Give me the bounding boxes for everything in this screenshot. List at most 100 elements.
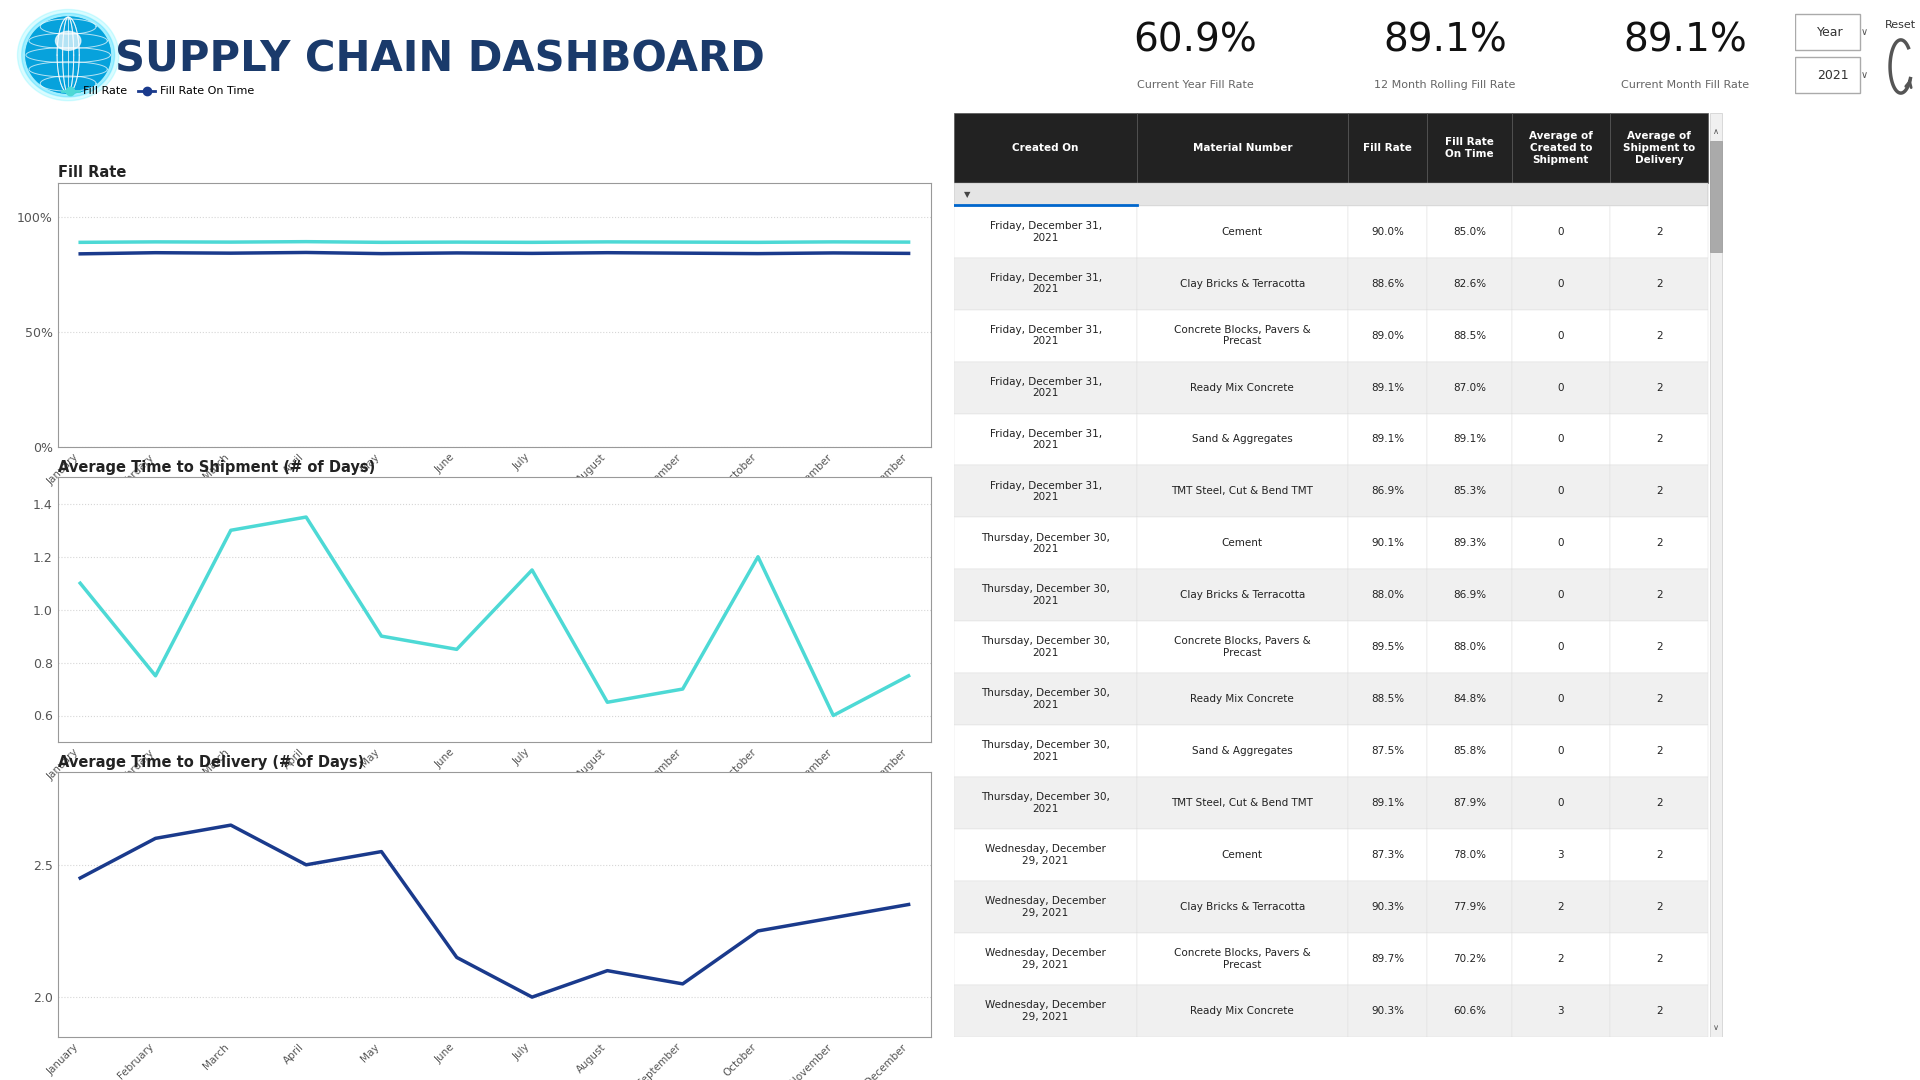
- FancyBboxPatch shape: [1795, 57, 1860, 93]
- Text: Wednesday, December
29, 2021: Wednesday, December 29, 2021: [985, 948, 1106, 970]
- Text: Year: Year: [1816, 26, 1843, 39]
- FancyBboxPatch shape: [1511, 778, 1611, 829]
- Text: Ready Mix Concrete: Ready Mix Concrete: [1190, 382, 1294, 392]
- Text: Friday, December 31,
2021: Friday, December 31, 2021: [989, 429, 1102, 450]
- Text: Concrete Blocks, Pavers &
Precast: Concrete Blocks, Pavers & Precast: [1173, 636, 1311, 658]
- FancyBboxPatch shape: [954, 113, 1137, 183]
- FancyBboxPatch shape: [1427, 205, 1511, 258]
- Text: Fill Rate: Fill Rate: [1363, 143, 1411, 153]
- Text: Friday, December 31,
2021: Friday, December 31, 2021: [989, 481, 1102, 502]
- Text: 88.0%: 88.0%: [1371, 591, 1404, 600]
- FancyBboxPatch shape: [1611, 517, 1709, 569]
- Text: Clay Bricks & Terracotta: Clay Bricks & Terracotta: [1179, 591, 1306, 600]
- Text: 89.5%: 89.5%: [1371, 643, 1404, 652]
- Text: Thursday, December 30,
2021: Thursday, December 30, 2021: [981, 532, 1110, 554]
- FancyBboxPatch shape: [1137, 465, 1348, 517]
- FancyBboxPatch shape: [1348, 778, 1427, 829]
- FancyBboxPatch shape: [1511, 725, 1611, 778]
- Text: 0: 0: [1557, 330, 1565, 340]
- Text: ▼: ▼: [964, 190, 970, 199]
- FancyBboxPatch shape: [1348, 517, 1427, 569]
- Text: Created On: Created On: [1012, 143, 1079, 153]
- FancyBboxPatch shape: [1348, 113, 1427, 183]
- Text: 88.5%: 88.5%: [1371, 694, 1404, 704]
- Text: SUPPLY CHAIN DASHBOARD: SUPPLY CHAIN DASHBOARD: [115, 39, 764, 81]
- Text: Thursday, December 30,
2021: Thursday, December 30, 2021: [981, 584, 1110, 606]
- Text: TMT Steel, Cut & Bend TMT: TMT Steel, Cut & Bend TMT: [1171, 798, 1313, 808]
- Text: Thursday, December 30,
2021: Thursday, December 30, 2021: [981, 636, 1110, 658]
- FancyBboxPatch shape: [1611, 933, 1709, 985]
- FancyBboxPatch shape: [954, 183, 1709, 205]
- FancyBboxPatch shape: [1511, 569, 1611, 621]
- FancyBboxPatch shape: [1611, 258, 1709, 310]
- FancyBboxPatch shape: [1427, 310, 1511, 362]
- FancyBboxPatch shape: [1348, 673, 1427, 725]
- Text: 89.1%: 89.1%: [1453, 434, 1486, 445]
- Text: 2: 2: [1655, 227, 1663, 237]
- Text: 85.0%: 85.0%: [1453, 227, 1486, 237]
- Text: Friday, December 31,
2021: Friday, December 31, 2021: [989, 273, 1102, 295]
- FancyBboxPatch shape: [1611, 310, 1709, 362]
- FancyBboxPatch shape: [954, 673, 1137, 725]
- Text: 3: 3: [1557, 1005, 1565, 1016]
- Text: Fill Rate
On Time: Fill Rate On Time: [1446, 137, 1494, 159]
- FancyBboxPatch shape: [1427, 258, 1511, 310]
- FancyBboxPatch shape: [1348, 310, 1427, 362]
- Text: 89.1%: 89.1%: [1371, 434, 1404, 445]
- FancyBboxPatch shape: [954, 778, 1137, 829]
- FancyBboxPatch shape: [1511, 414, 1611, 465]
- Text: Friday, December 31,
2021: Friday, December 31, 2021: [989, 377, 1102, 399]
- Text: 78.0%: 78.0%: [1453, 850, 1486, 860]
- Text: 70.2%: 70.2%: [1453, 954, 1486, 963]
- Polygon shape: [56, 31, 81, 51]
- FancyBboxPatch shape: [1137, 258, 1348, 310]
- FancyBboxPatch shape: [954, 933, 1137, 985]
- FancyBboxPatch shape: [1611, 414, 1709, 465]
- Text: Thursday, December 30,
2021: Thursday, December 30, 2021: [981, 688, 1110, 710]
- Text: Sand & Aggregates: Sand & Aggregates: [1192, 746, 1292, 756]
- FancyBboxPatch shape: [1511, 621, 1611, 673]
- FancyBboxPatch shape: [1511, 881, 1611, 933]
- FancyBboxPatch shape: [1137, 310, 1348, 362]
- Text: 87.3%: 87.3%: [1371, 850, 1404, 860]
- FancyBboxPatch shape: [1511, 205, 1611, 258]
- FancyBboxPatch shape: [1611, 569, 1709, 621]
- FancyBboxPatch shape: [1348, 465, 1427, 517]
- Text: Cement: Cement: [1221, 850, 1263, 860]
- FancyBboxPatch shape: [1348, 933, 1427, 985]
- Text: Fill Rate: Fill Rate: [58, 165, 127, 180]
- Text: 90.1%: 90.1%: [1371, 538, 1404, 549]
- Text: 2: 2: [1655, 798, 1663, 808]
- Text: 82.6%: 82.6%: [1453, 279, 1486, 288]
- FancyBboxPatch shape: [954, 465, 1137, 517]
- FancyBboxPatch shape: [1427, 517, 1511, 569]
- FancyBboxPatch shape: [954, 414, 1137, 465]
- Text: Wednesday, December
29, 2021: Wednesday, December 29, 2021: [985, 896, 1106, 918]
- Text: 89.1%: 89.1%: [1382, 22, 1507, 59]
- FancyBboxPatch shape: [1611, 673, 1709, 725]
- FancyBboxPatch shape: [1511, 258, 1611, 310]
- FancyBboxPatch shape: [1427, 725, 1511, 778]
- Text: 87.5%: 87.5%: [1371, 746, 1404, 756]
- Legend: Fill Rate, Fill Rate On Time: Fill Rate, Fill Rate On Time: [58, 82, 257, 100]
- FancyBboxPatch shape: [1611, 829, 1709, 881]
- Text: 0: 0: [1557, 746, 1565, 756]
- Text: 2: 2: [1557, 902, 1565, 912]
- FancyBboxPatch shape: [954, 258, 1137, 310]
- Text: Average Time to Delivery (# of Days): Average Time to Delivery (# of Days): [58, 755, 365, 770]
- FancyBboxPatch shape: [1611, 778, 1709, 829]
- Text: 2: 2: [1655, 694, 1663, 704]
- Text: Wednesday, December
29, 2021: Wednesday, December 29, 2021: [985, 1000, 1106, 1022]
- Text: ∨: ∨: [1860, 70, 1868, 80]
- FancyBboxPatch shape: [1348, 414, 1427, 465]
- FancyBboxPatch shape: [1711, 141, 1722, 252]
- Polygon shape: [27, 17, 111, 93]
- Text: 87.0%: 87.0%: [1453, 382, 1486, 392]
- FancyBboxPatch shape: [1427, 465, 1511, 517]
- Text: Wednesday, December
29, 2021: Wednesday, December 29, 2021: [985, 845, 1106, 866]
- Text: Cement: Cement: [1221, 227, 1263, 237]
- FancyBboxPatch shape: [1348, 985, 1427, 1037]
- Text: Average of
Created to
Shipment: Average of Created to Shipment: [1528, 132, 1594, 164]
- Text: 0: 0: [1557, 227, 1565, 237]
- Text: 0: 0: [1557, 694, 1565, 704]
